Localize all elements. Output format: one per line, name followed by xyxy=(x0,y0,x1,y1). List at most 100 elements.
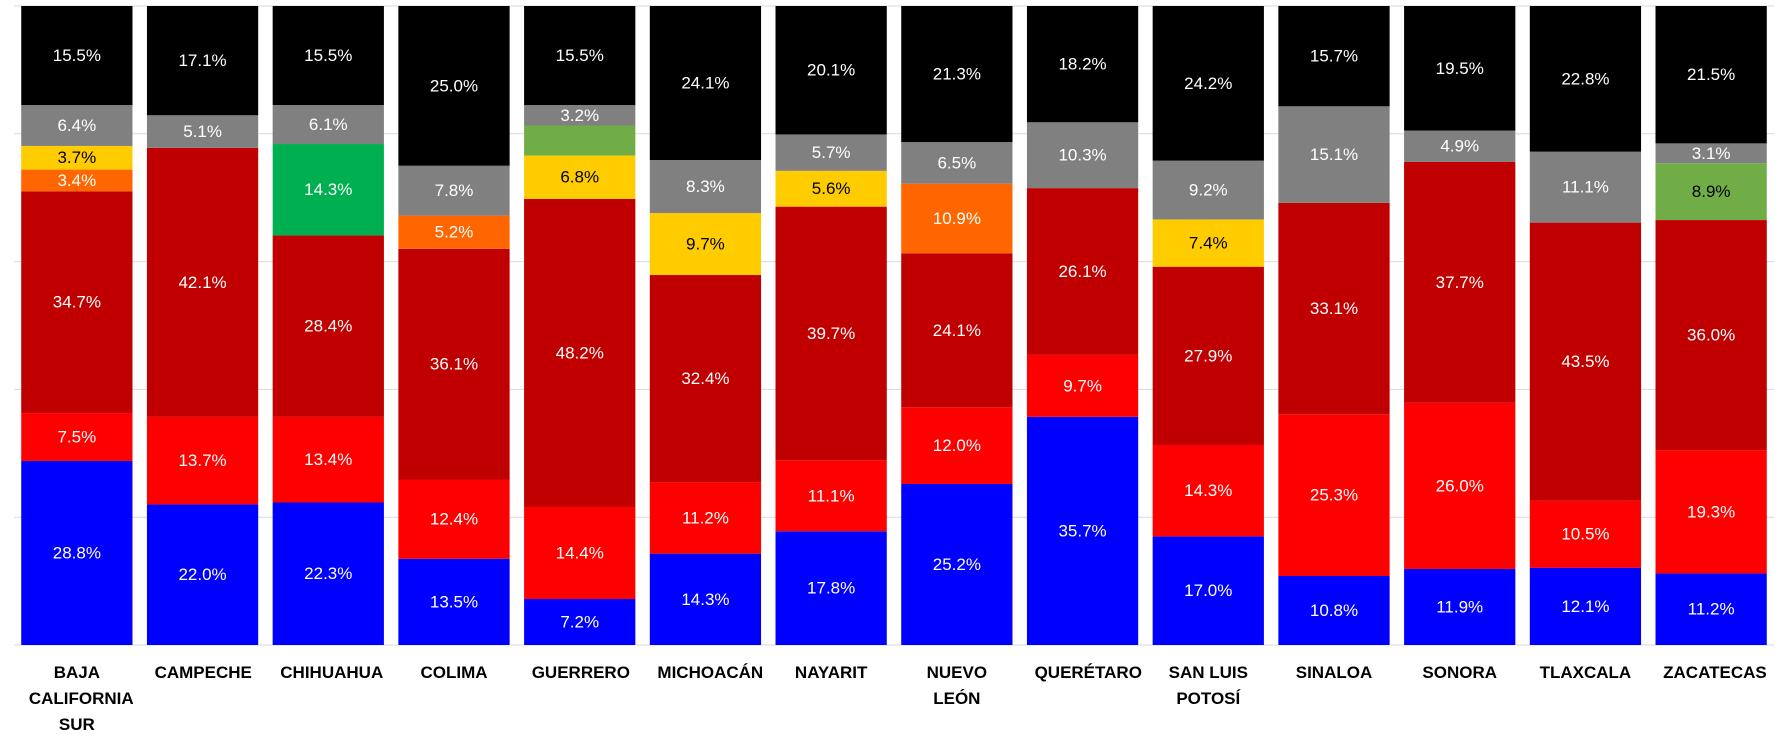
bar-segment xyxy=(1026,188,1139,355)
data-label: 17.8% xyxy=(807,579,855,598)
data-label: 10.9% xyxy=(933,209,981,228)
data-label: 25.3% xyxy=(1310,486,1358,505)
x-tick-label: MICHOACÁN xyxy=(657,663,764,682)
data-label: 15.5% xyxy=(304,46,352,65)
bar-segment xyxy=(1152,219,1264,267)
bar-segment xyxy=(524,125,636,156)
x-tick-label: SONORA xyxy=(1422,663,1498,682)
bar-segment xyxy=(1529,567,1642,645)
bar-segment xyxy=(649,482,762,554)
data-label: 15.5% xyxy=(556,46,604,65)
bar-segment xyxy=(146,115,259,148)
data-label: 6.8% xyxy=(560,168,599,187)
data-label: 15.5% xyxy=(53,46,101,65)
data-label: 3.7% xyxy=(57,148,96,167)
data-label: 5.6% xyxy=(812,179,851,198)
data-label: 10.8% xyxy=(1310,601,1358,620)
bar-segment xyxy=(1152,160,1264,220)
data-label: 22.3% xyxy=(304,564,352,583)
bar-segment xyxy=(1529,151,1642,223)
data-label: 7.2% xyxy=(560,612,599,631)
data-label: 17.1% xyxy=(178,51,226,70)
data-label: 14.3% xyxy=(1184,481,1232,500)
bar-segment xyxy=(1404,130,1516,162)
x-tick-label: ZACATECAS xyxy=(1663,663,1767,682)
data-label: 25.0% xyxy=(430,76,478,95)
data-label: 43.5% xyxy=(1561,352,1609,371)
bar-segment xyxy=(1404,568,1516,645)
bar-segment xyxy=(21,460,133,645)
data-label: 42.1% xyxy=(178,273,226,292)
bar-segment xyxy=(146,6,259,116)
bar-segment xyxy=(21,413,133,461)
bar-segment xyxy=(901,183,1013,254)
data-label: 34.7% xyxy=(53,293,101,312)
data-label: 6.5% xyxy=(937,153,976,172)
data-label: 12.1% xyxy=(1561,597,1609,616)
data-label: 11.9% xyxy=(1436,597,1483,616)
bar-segment xyxy=(775,134,887,171)
bar-segment xyxy=(524,105,636,126)
bar-segment xyxy=(649,275,762,483)
x-tick-label: CHIHUAHUA xyxy=(280,663,384,682)
data-label: 11.2% xyxy=(682,508,729,527)
bar-segment xyxy=(1655,6,1767,144)
bar-segment xyxy=(775,170,887,207)
bar-segment xyxy=(272,502,384,645)
data-label: 37.7% xyxy=(1436,273,1484,292)
bar-segment xyxy=(1404,161,1516,403)
data-label: 35.7% xyxy=(1058,521,1106,540)
data-label: 11.2% xyxy=(1688,600,1735,619)
data-label: 21.5% xyxy=(1687,65,1735,84)
bar-segment xyxy=(272,416,384,503)
bar-segment xyxy=(649,553,762,645)
data-label: 28.4% xyxy=(304,317,352,336)
data-label: 14.3% xyxy=(304,180,352,199)
bar-segment xyxy=(21,105,133,146)
data-label: 48.2% xyxy=(556,343,604,362)
bar-segment xyxy=(398,215,510,249)
bar-segment xyxy=(775,460,887,532)
data-label: 3.4% xyxy=(57,171,96,190)
data-label: 5.1% xyxy=(183,122,222,141)
data-label: 19.5% xyxy=(1436,59,1484,78)
data-label: 13.5% xyxy=(430,592,478,611)
data-label: 26.0% xyxy=(1436,476,1484,495)
bar-segment xyxy=(1278,414,1390,576)
bar-segment xyxy=(901,407,1013,484)
bar-segment xyxy=(524,506,636,599)
x-tick-label: NAYARIT xyxy=(794,663,868,682)
data-label: 12.4% xyxy=(430,510,478,529)
data-label: 15.1% xyxy=(1310,145,1358,164)
x-tick-label: GUERRERO xyxy=(531,663,630,682)
bar-segment xyxy=(21,145,133,170)
bar-segment xyxy=(524,598,636,645)
data-label: 22.0% xyxy=(178,565,226,584)
data-label: 3.1% xyxy=(1692,144,1731,163)
bar-segment xyxy=(1404,6,1516,131)
bar-segment xyxy=(1655,220,1767,451)
bar-segment xyxy=(146,416,259,505)
bar-segment xyxy=(272,105,384,145)
bar-segment xyxy=(1026,122,1139,189)
bar-segment xyxy=(1026,6,1139,123)
data-label: 9.7% xyxy=(1063,376,1102,395)
data-label: 21.3% xyxy=(933,65,981,84)
bar-segment xyxy=(1026,416,1139,645)
data-label: 7.4% xyxy=(1189,234,1228,253)
bar-segment xyxy=(398,6,510,166)
data-label: 22.8% xyxy=(1561,69,1609,88)
bar-segment xyxy=(398,165,510,216)
bar-segment xyxy=(272,6,384,106)
data-label: 19.3% xyxy=(1687,502,1735,521)
data-label: 7.5% xyxy=(57,427,96,446)
data-label: 18.2% xyxy=(1058,55,1106,74)
bar-segment xyxy=(1404,402,1516,569)
data-label: 24.1% xyxy=(933,321,981,340)
bar-segment xyxy=(775,6,887,135)
bar-segment xyxy=(1655,450,1767,574)
data-label: 25.2% xyxy=(933,555,981,574)
x-tick-label: BAJA CALIFORNIA SUR xyxy=(28,663,134,734)
x-tick-label: NUEVO LEÓN xyxy=(926,663,988,708)
